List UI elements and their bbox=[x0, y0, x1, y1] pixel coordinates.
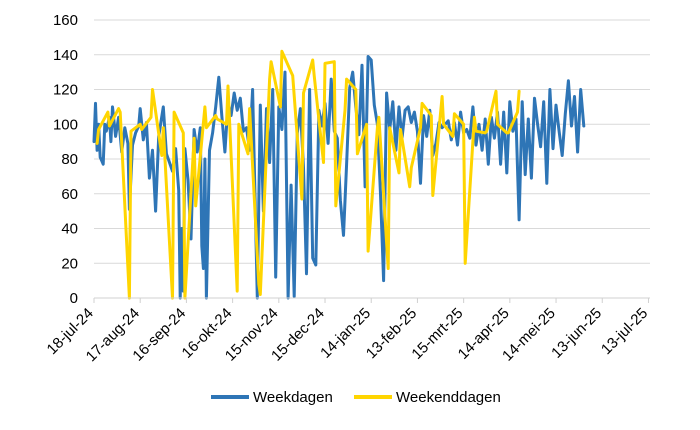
y-tick-label: 40 bbox=[61, 221, 78, 238]
series-lines bbox=[92, 49, 586, 300]
y-tick-label: 0 bbox=[70, 290, 78, 307]
x-tick-label: 13-jul-25 bbox=[598, 305, 651, 358]
x-axis-ticks: 18-jul-2417-aug-2416-sep-2416-okt-2415-n… bbox=[44, 298, 651, 365]
y-tick-label: 140 bbox=[53, 47, 78, 64]
y-tick-label: 100 bbox=[53, 116, 78, 133]
y-tick-label: 160 bbox=[53, 12, 78, 29]
legend-label-weekenddagen: Weekenddagen bbox=[396, 389, 501, 406]
gridlines bbox=[94, 19, 650, 264]
series-line-weekenddagen bbox=[95, 49, 521, 300]
x-tick-label: 13-jun-25 bbox=[548, 305, 605, 362]
y-tick-label: 80 bbox=[61, 151, 78, 168]
legend: Weekdagen Weekenddagen bbox=[211, 389, 501, 406]
y-tick-label: 60 bbox=[61, 186, 78, 203]
y-tick-label: 120 bbox=[53, 82, 78, 99]
y-axis-ticks: 0 20 40 60 80 100 120 140 160 bbox=[53, 12, 78, 307]
legend-label-weekdagen: Weekdagen bbox=[253, 389, 333, 406]
y-tick-label: 20 bbox=[61, 255, 78, 272]
